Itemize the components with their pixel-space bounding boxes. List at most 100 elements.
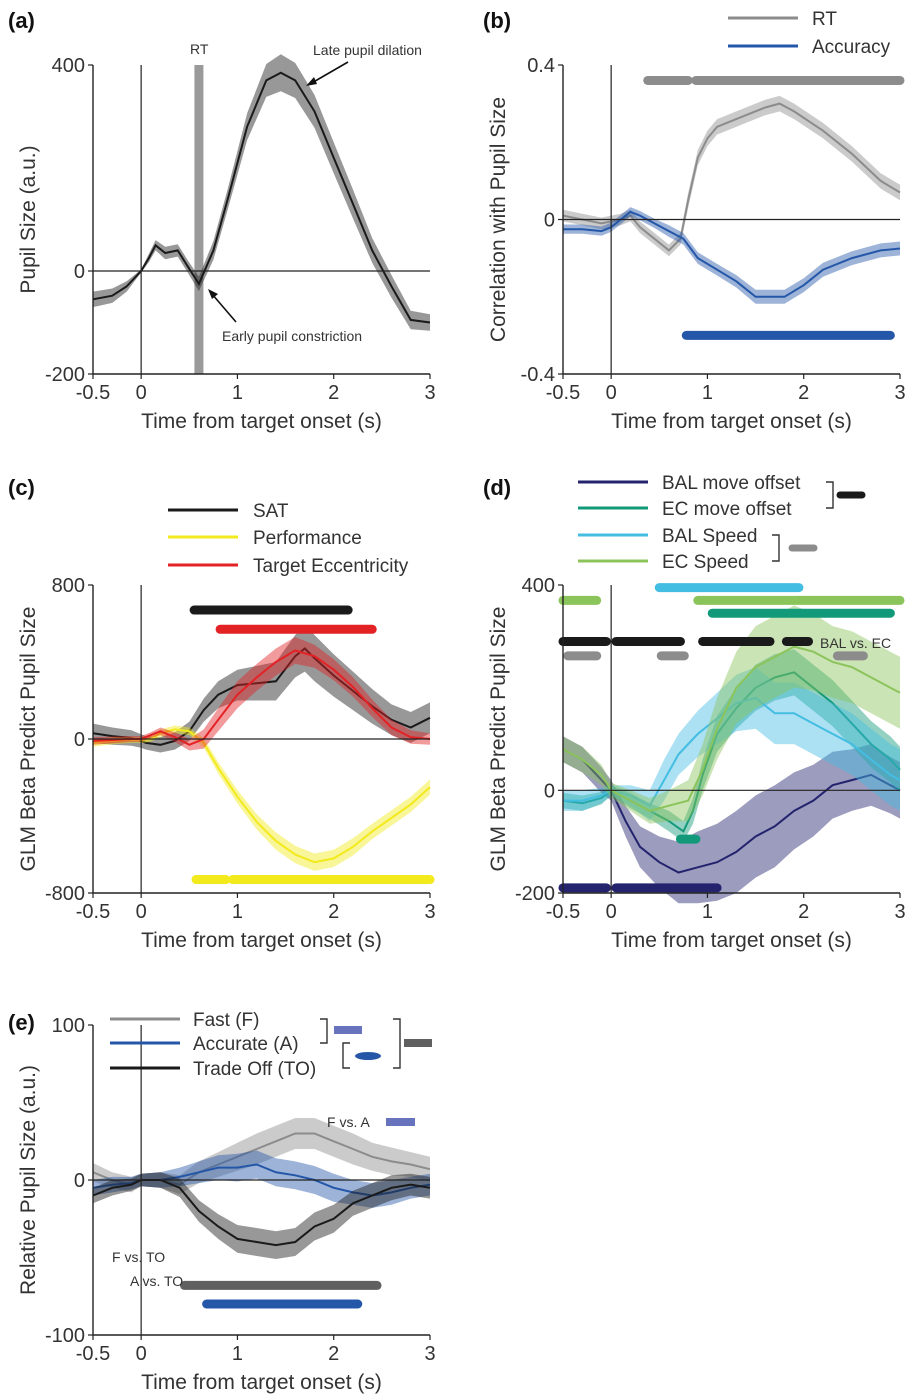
x-tick-label: 3 (424, 1343, 435, 1365)
y-tick-label: 0 (74, 1170, 85, 1192)
panel-e-chart: -0.5 0 1 2 3 100 0 -100 Time from target onset (… (17, 1015, 436, 1394)
y-tick-label: 0 (544, 780, 555, 802)
x-tick-label: 1 (702, 901, 713, 923)
y-tick-label: 800 (52, 575, 85, 597)
legend-d-bal-move-label: BAL move offset (662, 473, 801, 494)
y-tick-label: -0.4 (521, 364, 555, 386)
f-vs-a-label: F vs. A (327, 1114, 370, 1130)
legend-d: BAL move offset EC move offset BAL Speed… (578, 473, 866, 573)
series-band-fast-f- (93, 1118, 430, 1194)
x-axis-label: Time from target onset (s) (611, 410, 852, 433)
x-tick-label: 0 (606, 901, 617, 923)
y-tick-label: 400 (52, 55, 85, 77)
a-vs-to-label: A vs. TO (130, 1273, 183, 1289)
x-tick-label: 0 (136, 382, 147, 404)
y-axis-label: Relative Pupil Size (a.u.) (17, 1065, 40, 1295)
series-band-trade-off-to- (93, 1172, 430, 1259)
x-axis-label: Time from target onset (s) (611, 929, 852, 952)
panel-label-a: (a) (8, 8, 35, 33)
legend-e-fast-label: Fast (F) (193, 1010, 260, 1031)
legend-d-ec-speed-label: EC Speed (662, 552, 749, 573)
legend-d-ec-move-label: EC move offset (662, 499, 792, 520)
legend-d-bracket-move (826, 481, 834, 509)
x-tick-label: 3 (894, 901, 905, 923)
x-tick-label: 2 (798, 382, 809, 404)
y-tick-label: -200 (45, 364, 85, 386)
panel-label-c: (c) (8, 475, 35, 500)
x-tick-label: 2 (328, 1343, 339, 1365)
y-tick-label: 0 (544, 210, 555, 232)
x-tick-label: 0 (136, 1343, 147, 1365)
panel-label-b: (b) (483, 8, 511, 33)
legend-e: Fast (F) Accurate (A) Trade Off (TO) (110, 1010, 432, 1080)
legend-e-bracket-fa (320, 1018, 328, 1044)
x-tick-label: 3 (424, 901, 435, 923)
y-axis-label: Correlation with Pupil Size (487, 97, 510, 342)
early-constriction-arrow (211, 293, 237, 323)
rt-label: RT (190, 41, 209, 57)
series-line-0 (92, 71, 431, 324)
legend-c-sat-label: SAT (253, 501, 289, 522)
legend-e-tradeoff-label: Trade Off (TO) (193, 1059, 316, 1080)
x-tick-label: -0.5 (76, 1343, 110, 1365)
bal-vs-ec-label: BAL vs. EC (820, 635, 891, 651)
series-band-accurate-a- (93, 1150, 430, 1208)
panel-b-chart: -0.5 0 1 2 3 0.4 0 -0.4 Time from target onset (… (487, 55, 906, 433)
late-dilation-arrowhead (306, 77, 317, 86)
series-band-ec-speed (563, 605, 900, 824)
y-tick-label: -100 (45, 1325, 85, 1347)
f-vs-to-label: F vs. TO (112, 1249, 165, 1265)
legend-e-bracket-fto (393, 1018, 401, 1069)
x-axis-label: Time from target onset (s) (141, 1371, 382, 1394)
x-tick-label: -0.5 (546, 901, 580, 923)
x-tick-label: 2 (328, 382, 339, 404)
series-line-bal-move-offset (562, 748, 901, 874)
x-tick-label: -0.5 (546, 382, 580, 404)
legend-c: SAT Performance Target Eccentricity (168, 501, 409, 577)
x-tick-label: 3 (894, 382, 905, 404)
legend-c-eccentricity-label: Target Eccentricity (253, 556, 409, 577)
series-band-bal-speed (563, 667, 900, 822)
legend-e-accurate-label: Accurate (A) (193, 1034, 299, 1055)
series-band-rt (563, 95, 900, 257)
y-axis-label: GLM Beta Predict Pupil Size (487, 607, 510, 872)
x-tick-label: 1 (232, 901, 243, 923)
y-tick-label: -800 (45, 883, 85, 905)
legend-b-accuracy-label: Accuracy (812, 37, 891, 58)
y-tick-label: -200 (515, 883, 555, 905)
legend-e-ato-sig (355, 1052, 381, 1060)
series-band-0 (93, 54, 430, 331)
panel-c-chart: -0.5 0 1 2 3 800 0 -800 Time from target onset (… (17, 575, 436, 952)
early-constriction-arrowhead (208, 289, 218, 299)
x-axis-label: Time from target onset (s) (141, 929, 382, 952)
legend-c-performance-label: Performance (253, 528, 362, 549)
x-tick-label: 1 (702, 382, 713, 404)
series-line-ec-speed (562, 645, 901, 812)
series-line-accuracy (563, 210, 901, 298)
x-axis-label: Time from target onset (s) (141, 410, 382, 433)
legend-b: RT Accuracy (728, 9, 891, 58)
x-tick-label: 2 (798, 901, 809, 923)
x-tick-label: 1 (232, 1343, 243, 1365)
panel-d-chart: -0.5 0 1 2 3 400 0 -200 Time from target onset (… (487, 575, 906, 952)
series-band-bal-move-offset (563, 736, 900, 904)
x-tick-label: 1 (232, 382, 243, 404)
series-line-performance (92, 728, 431, 864)
x-tick-label: -0.5 (76, 382, 110, 404)
panel-label-d: (d) (483, 475, 511, 500)
x-tick-label: 0 (606, 382, 617, 404)
late-dilation-arrow (309, 61, 349, 85)
y-axis-label: Pupil Size (a.u.) (17, 145, 40, 293)
legend-d-bal-speed-label: BAL Speed (662, 526, 757, 547)
panel-label-e: (e) (8, 1010, 35, 1035)
series-band-accuracy (563, 207, 900, 304)
early-constriction-label: Early pupil constriction (222, 328, 362, 344)
late-dilation-label: Late pupil dilation (313, 42, 422, 58)
y-tick-label: 100 (52, 1015, 85, 1037)
series-line-rt (562, 102, 901, 252)
legend-d-bracket-speed (772, 534, 780, 562)
y-tick-label: 400 (522, 575, 555, 597)
x-tick-label: 3 (424, 382, 435, 404)
series-line-target-eccentricity (92, 649, 431, 746)
